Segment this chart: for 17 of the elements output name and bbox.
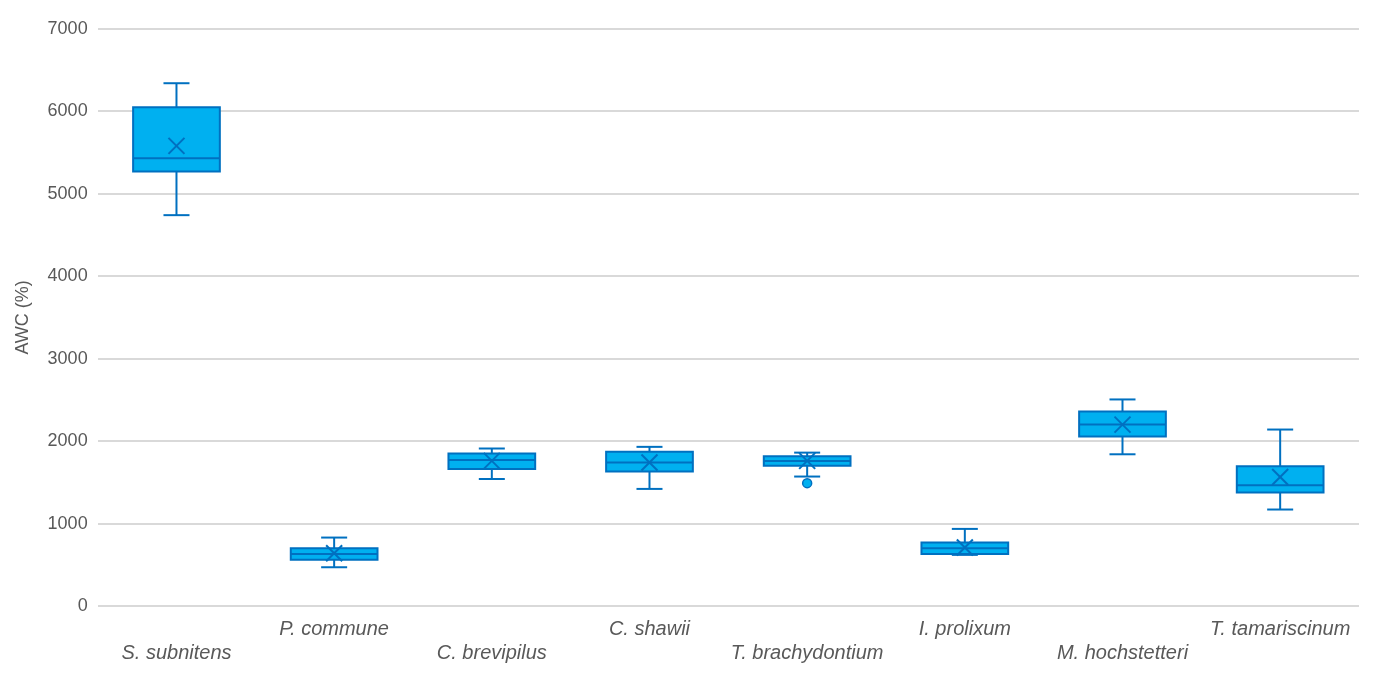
- y-tick-label: 6000: [47, 100, 88, 121]
- y-tick-label: 1000: [47, 512, 88, 533]
- x-tick-label: S. subnitens: [121, 640, 232, 663]
- x-tick-label: T. tamariscinum: [1209, 616, 1351, 639]
- x-tick-label: I. prolixum: [918, 616, 1011, 639]
- y-tick-label: 0: [77, 594, 88, 615]
- y-axis-title: AWC (%): [11, 280, 32, 355]
- y-tick-label: 7000: [47, 17, 88, 38]
- x-tick-label: P. commune: [279, 616, 389, 639]
- y-tick-label: 3000: [47, 347, 88, 368]
- y-tick-label: 2000: [47, 430, 88, 451]
- x-tick-label: C. brevipilus: [436, 640, 547, 663]
- y-tick-label: 4000: [47, 265, 88, 286]
- x-tick-label: C. shawii: [608, 616, 691, 639]
- x-tick-label: M. hochstetteri: [1056, 640, 1189, 663]
- y-tick-label: 5000: [47, 182, 88, 203]
- x-tick-label: T. brachydontium: [730, 640, 884, 663]
